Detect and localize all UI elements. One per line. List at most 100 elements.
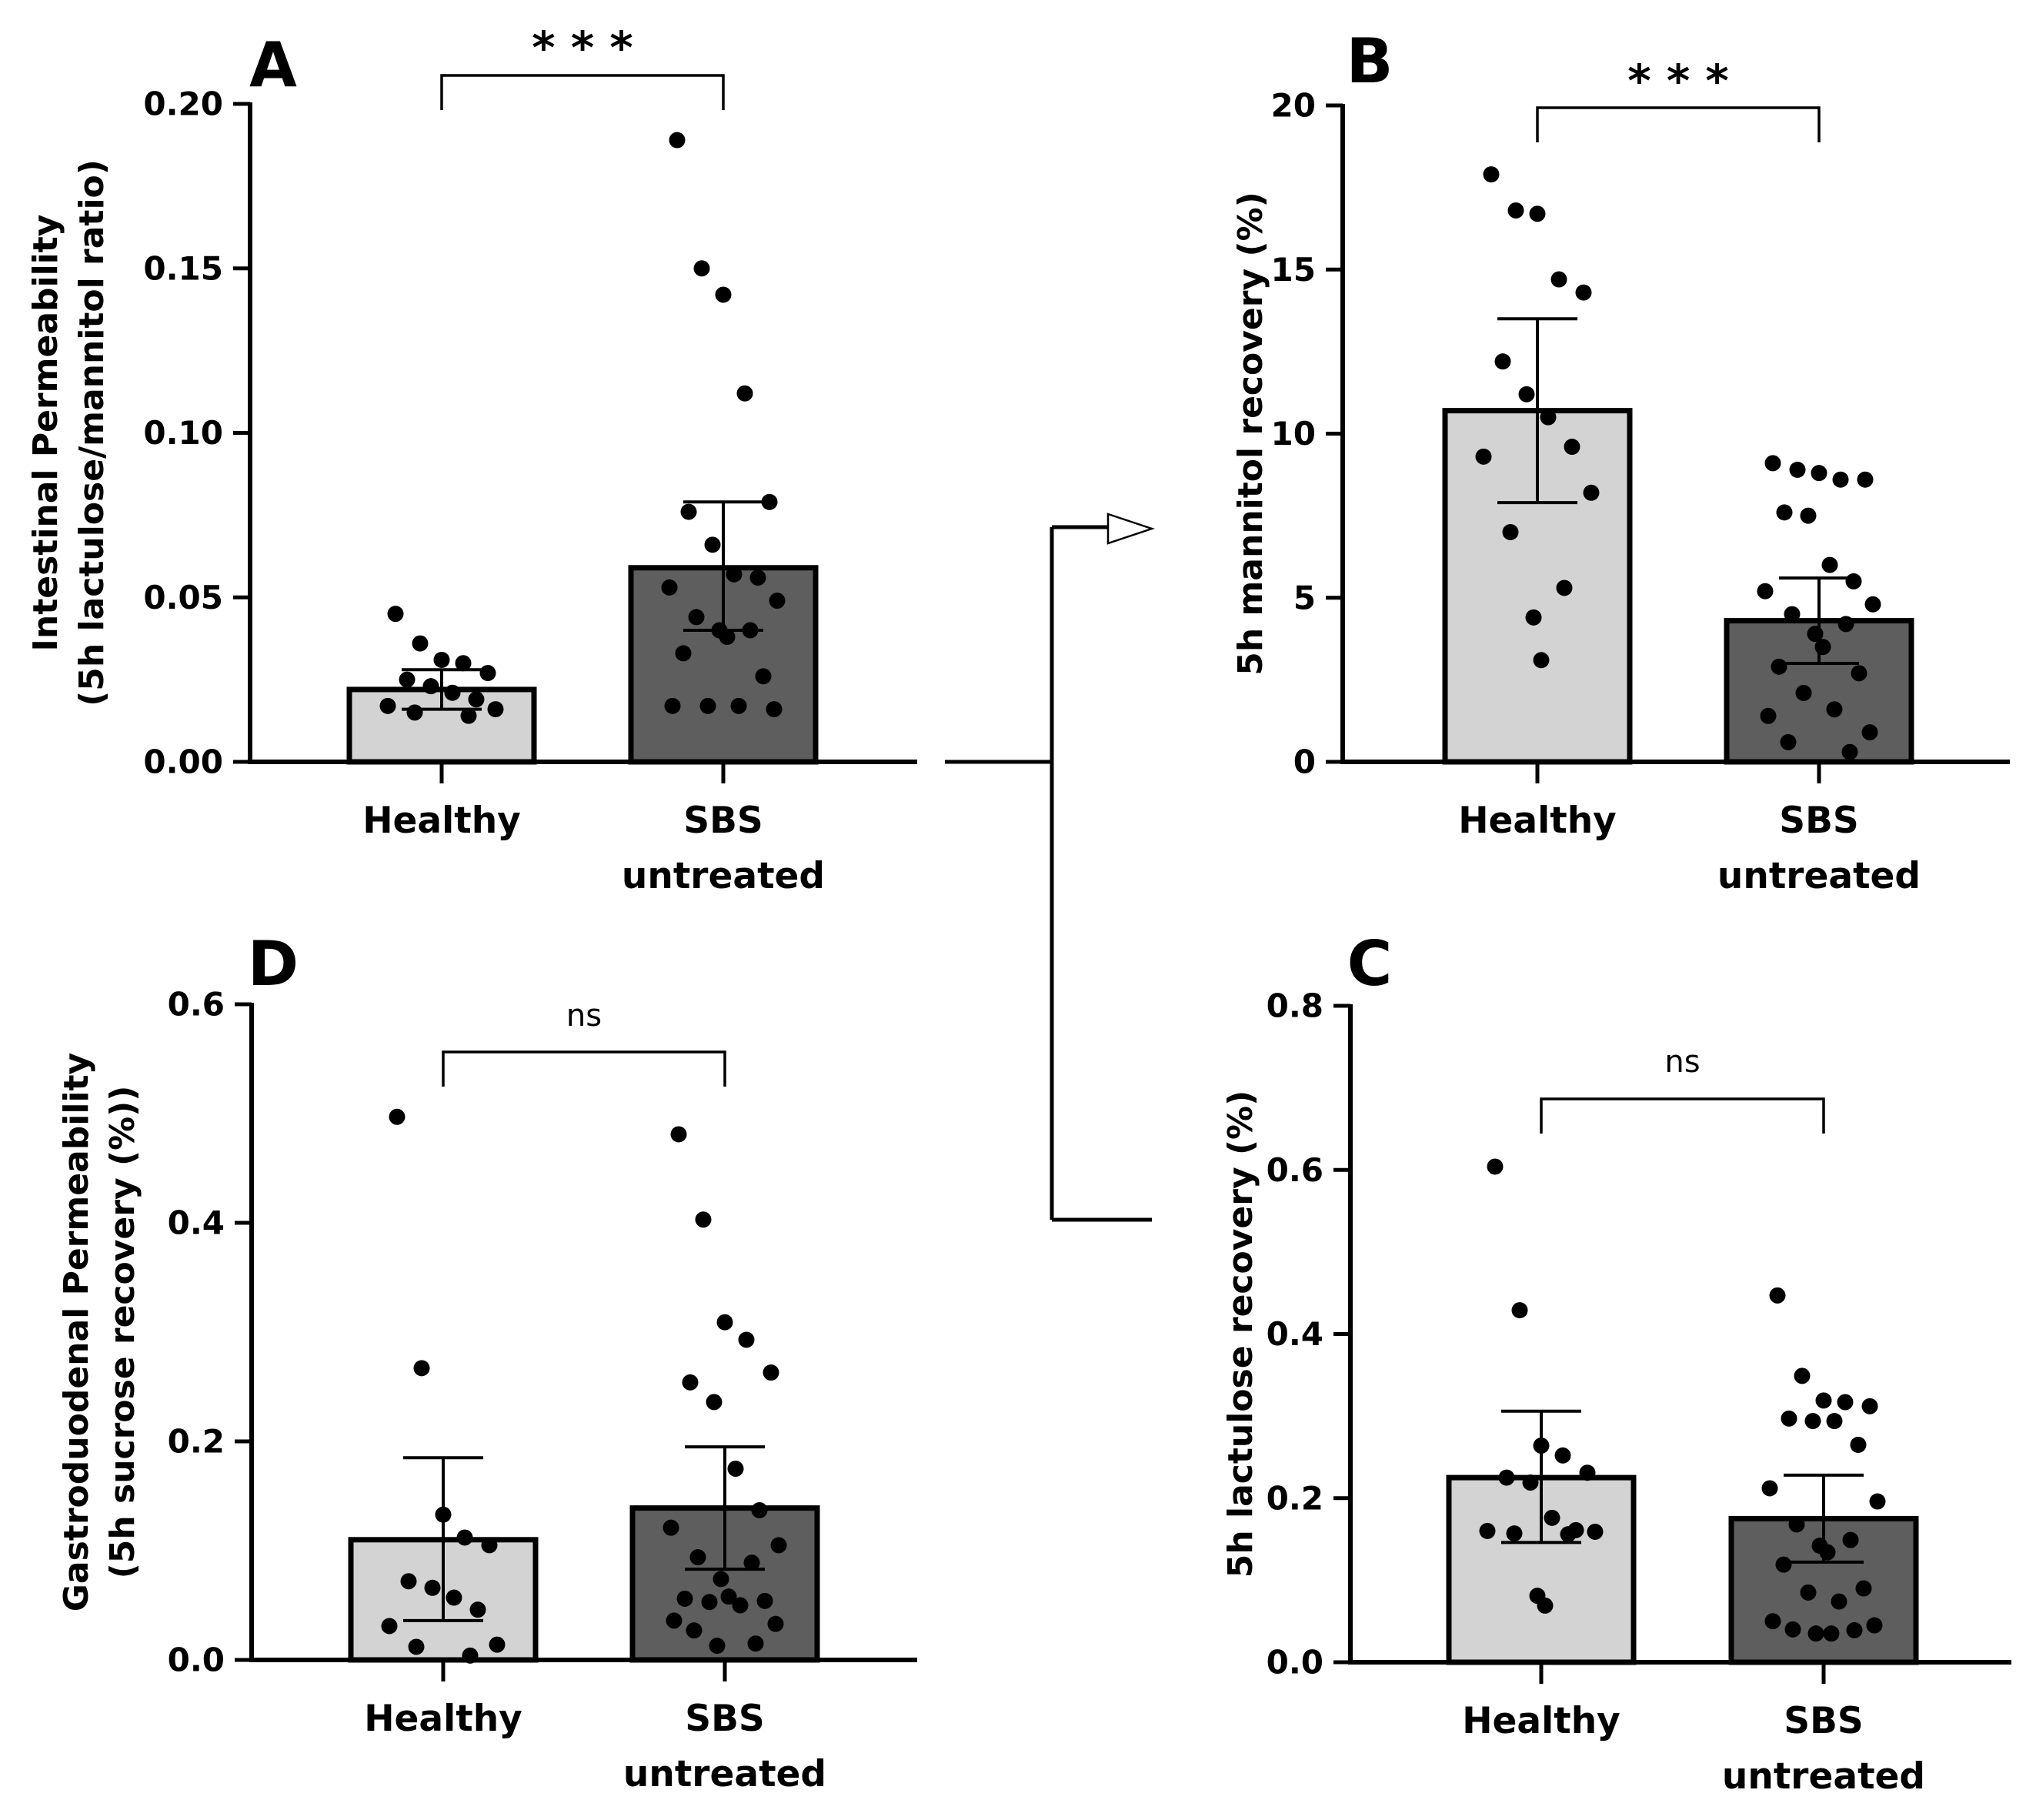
data-point xyxy=(1788,1516,1805,1533)
data-point xyxy=(661,579,678,596)
data-point xyxy=(770,1537,787,1554)
y-tick-label: 20 xyxy=(1271,87,1316,125)
y-axis-label: 5h lactulose recovery (%) xyxy=(1221,1090,1260,1578)
data-point xyxy=(1804,1413,1821,1430)
data-point xyxy=(1776,504,1793,521)
significance-bracket xyxy=(442,1050,726,1087)
data-point xyxy=(1564,439,1580,456)
data-point xyxy=(1587,1523,1604,1540)
data-point xyxy=(675,645,692,662)
data-point xyxy=(408,1638,425,1655)
data-point xyxy=(1823,1625,1840,1642)
x-tick-label: SBS xyxy=(683,800,763,842)
panel-c: C 5h lactulose recovery (%) 0.0 0.2 0.4 0.6 0.… xyxy=(1221,928,2011,1798)
data-point xyxy=(1757,583,1774,599)
y-tick-label: 0.20 xyxy=(143,85,223,123)
x-tick-label: untreated xyxy=(623,1753,826,1795)
data-point xyxy=(1525,609,1542,626)
y-axis-label: 5h mannitol recovery (%) xyxy=(1231,192,1270,676)
data-point xyxy=(1507,202,1524,219)
data-point xyxy=(1502,523,1519,540)
data-point xyxy=(1826,1413,1843,1430)
data-point xyxy=(767,1615,784,1632)
data-point xyxy=(666,1612,683,1629)
y-tick-label: 10 xyxy=(1271,415,1316,452)
data-point xyxy=(706,1394,723,1411)
data-point xyxy=(379,697,396,714)
data-point xyxy=(688,609,705,626)
data-point xyxy=(1807,1625,1824,1642)
data-point xyxy=(433,651,450,668)
data-point xyxy=(736,385,753,402)
data-point xyxy=(763,1364,779,1381)
panel-letter: D xyxy=(248,928,299,1000)
data-point xyxy=(387,606,404,623)
data-point xyxy=(422,678,439,695)
data-point xyxy=(1781,1410,1797,1427)
data-point xyxy=(1554,1447,1571,1464)
significance-label: ns xyxy=(1664,1044,1700,1080)
data-point xyxy=(481,1537,498,1554)
data-point xyxy=(489,1636,506,1653)
data-point xyxy=(424,1579,441,1596)
data-point xyxy=(709,1638,726,1655)
significance-label: ns xyxy=(566,998,602,1034)
y-tick-label: 0.15 xyxy=(143,249,223,287)
data-point xyxy=(1837,1394,1854,1411)
x-tick-label: SBS xyxy=(685,1698,765,1740)
data-point xyxy=(1529,205,1546,222)
data-point xyxy=(1811,465,1827,482)
data-point xyxy=(1761,1480,1778,1497)
data-point xyxy=(1560,1526,1577,1543)
significance-label: * * * xyxy=(1627,55,1728,107)
data-point xyxy=(701,1594,718,1611)
y-tick-label: 0.2 xyxy=(168,1423,225,1461)
data-point xyxy=(1857,471,1874,488)
data-point xyxy=(755,668,772,685)
data-point xyxy=(716,1314,733,1331)
y-tick-label: 0.00 xyxy=(143,743,223,781)
data-point xyxy=(1494,353,1511,370)
data-point xyxy=(1800,507,1817,524)
data-point xyxy=(1850,1436,1867,1453)
data-point xyxy=(1760,707,1777,724)
ratio-connector xyxy=(945,513,1155,1222)
data-point xyxy=(1831,1593,1847,1610)
data-point xyxy=(1841,743,1858,760)
data-point xyxy=(1764,1613,1781,1630)
data-point xyxy=(664,697,681,714)
data-point xyxy=(743,1555,760,1571)
panel-letter: A xyxy=(249,29,297,101)
data-point xyxy=(727,1461,744,1477)
y-tick-label: 0.10 xyxy=(143,414,223,452)
y-tick-label: 0.4 xyxy=(1267,1315,1323,1353)
data-point xyxy=(751,1501,768,1518)
significance-bracket xyxy=(440,74,725,110)
data-point xyxy=(412,635,429,652)
data-point xyxy=(1579,1464,1596,1481)
significance-bracket xyxy=(1540,1097,1825,1134)
x-tick-label: SBS xyxy=(1784,1700,1864,1742)
x-tick-label: Healthy xyxy=(364,1698,522,1740)
data-point xyxy=(738,1331,755,1348)
significance-label: * * * xyxy=(532,22,632,74)
data-point xyxy=(1784,1621,1801,1638)
data-point xyxy=(720,1588,737,1605)
y-tick-label: 0.6 xyxy=(168,986,225,1024)
data-point xyxy=(715,286,732,303)
data-point xyxy=(456,1529,473,1546)
data-point xyxy=(1789,461,1806,478)
data-point xyxy=(689,1549,706,1566)
data-point xyxy=(1832,471,1849,488)
data-point xyxy=(1511,1302,1528,1319)
data-point xyxy=(1815,1392,1832,1409)
data-point xyxy=(719,629,736,646)
y-axis-label: (5h lactulose/mannitol ratio) xyxy=(72,159,112,706)
y-tick-label: 5 xyxy=(1293,579,1316,616)
data-point xyxy=(1498,1469,1515,1486)
data-point xyxy=(1800,1584,1817,1601)
data-point xyxy=(381,1618,398,1635)
y-axis-label: (5h sucrose recovery (%)) xyxy=(103,1086,142,1579)
data-point xyxy=(730,697,747,714)
